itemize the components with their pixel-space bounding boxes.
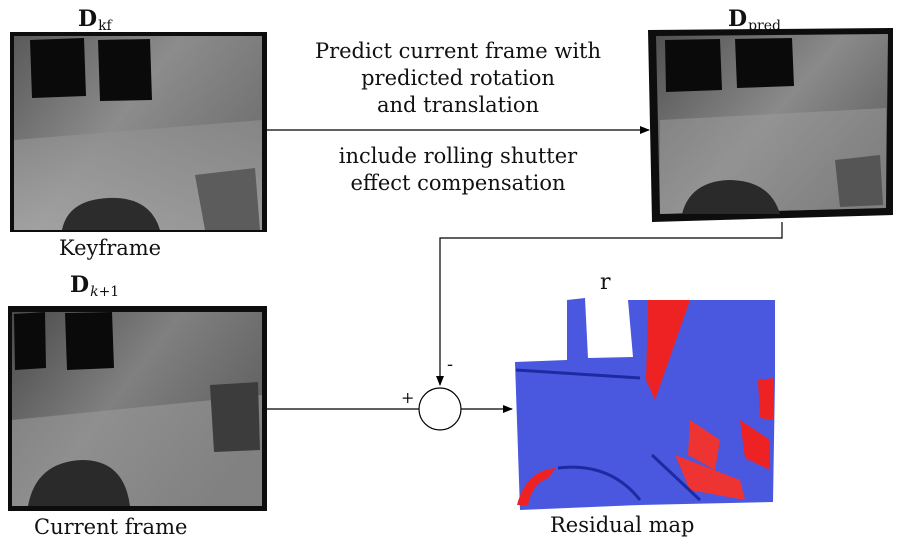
- current-symbol-main: D: [70, 272, 90, 298]
- current-symbol-sub-var: k: [90, 284, 99, 300]
- plus-sign: +: [401, 388, 415, 407]
- current-depth-symbol: Dk+1: [70, 272, 119, 300]
- current-frame-caption: Current frame: [34, 515, 188, 539]
- prediction-description: Predict current frame with predicted rot…: [268, 38, 648, 119]
- keyframe-depth-image: [10, 32, 267, 232]
- keyframe-depth-symbol: Dkf: [78, 6, 112, 34]
- minus-sign: -: [447, 354, 454, 375]
- predicted-depth-image: [648, 28, 893, 222]
- summation-node: [418, 387, 462, 431]
- residual-map-image: [515, 298, 775, 510]
- residual-symbol: r: [600, 270, 611, 295]
- rolling-shutter-line-1: include rolling shutter: [338, 144, 578, 168]
- pred-symbol-main: D: [728, 6, 748, 32]
- current-depth-image: [8, 306, 267, 511]
- prediction-line-2: predicted rotation: [361, 66, 555, 90]
- current-symbol-sub-rest: +1: [98, 284, 120, 300]
- keyframe-symbol-sub: kf: [98, 18, 112, 34]
- residual-map-caption: Residual map: [550, 513, 695, 537]
- keyframe-symbol-main: D: [78, 6, 98, 32]
- prediction-line-1: Predict current frame with: [314, 39, 602, 63]
- rolling-shutter-line-2: effect compensation: [350, 171, 566, 195]
- prediction-line-3: and translation: [376, 93, 540, 117]
- keyframe-caption: Keyframe: [59, 236, 162, 260]
- predicted-to-sum-arrow: [436, 222, 783, 386]
- rolling-shutter-note: include rolling shutter effect compensat…: [268, 143, 648, 197]
